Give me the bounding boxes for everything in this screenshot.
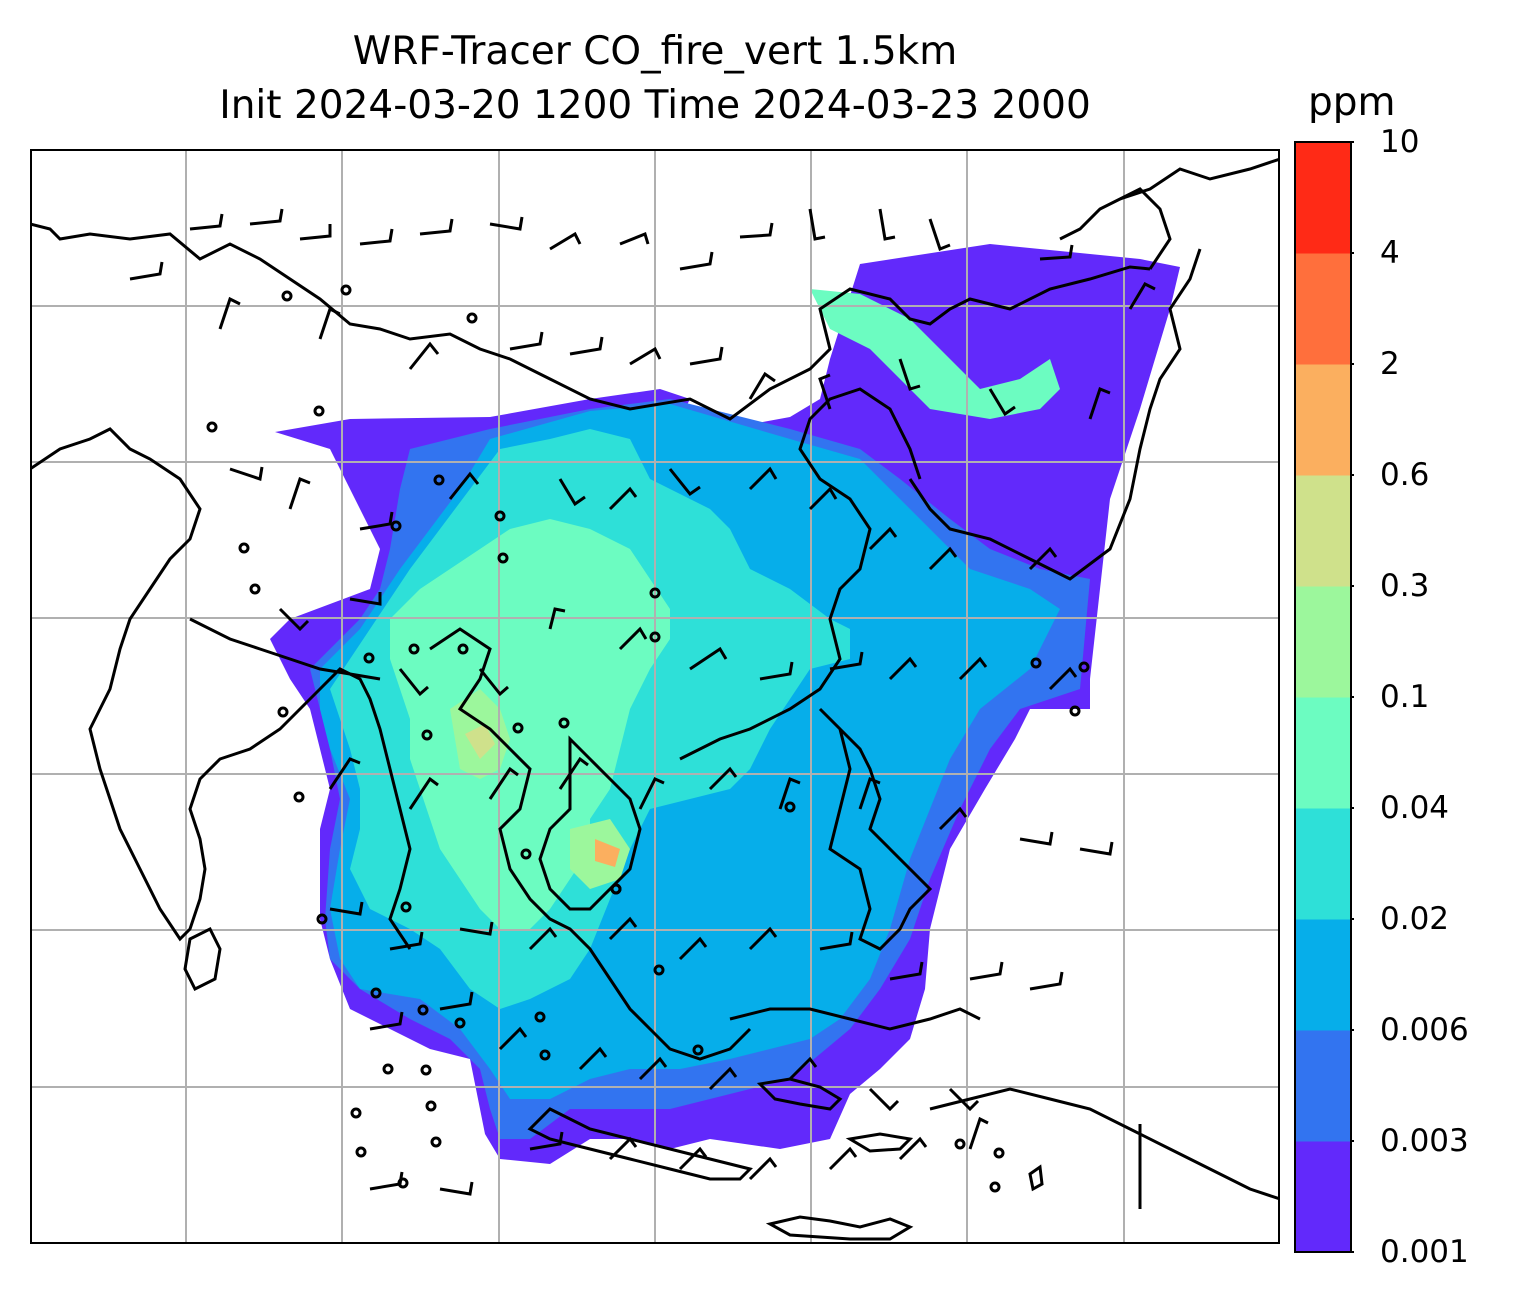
colorbar-band: [1295, 586, 1351, 698]
field-level-7: [465, 724, 495, 759]
colorbar-tick-label: 0.6: [1380, 457, 1430, 493]
colorbar-tick-label: 0.001: [1380, 1234, 1469, 1270]
tracer-field: [270, 244, 1180, 1164]
field-level-8: [595, 839, 620, 867]
colorbar-tick-label: 2: [1380, 346, 1400, 382]
colorbar-band: [1295, 919, 1351, 1031]
colorbar-tick-label: 0.003: [1380, 1123, 1469, 1159]
colorbar-tick-label: 0.1: [1380, 679, 1430, 715]
colorbar-tick-label: 0.04: [1380, 790, 1450, 826]
colorbar-unit-label: ppm: [1308, 80, 1396, 125]
graticule: [30, 149, 1280, 1244]
map-title-line1: WRF-Tracer CO_fire_vert 1.5km: [352, 29, 958, 74]
map-title-line2: Init 2024-03-20 1200 Time 2024-03-23 200…: [219, 83, 1091, 128]
colorbar-tick-label: 4: [1380, 235, 1400, 271]
colorbar-band: [1295, 142, 1351, 254]
field-level-5: [390, 519, 670, 929]
colorbar: [1294, 141, 1354, 1253]
calm-markers: [206, 284, 1090, 1193]
map-panel: [30, 149, 1280, 1244]
colorbar-tick-label: 0.006: [1380, 1012, 1469, 1048]
colorbar-band: [1295, 253, 1351, 365]
colorbar-band: [1295, 808, 1351, 920]
colorbar-band: [1295, 697, 1351, 809]
colorbar-band: [1295, 364, 1351, 476]
colorbar-band: [1295, 1030, 1351, 1142]
colorbar-tick-label: 0.3: [1380, 568, 1430, 604]
field-ne-plume: [810, 289, 1060, 419]
colorbar-tick-label: 10: [1380, 124, 1420, 160]
colorbar-band: [1295, 1141, 1351, 1253]
colorbar-tick-label: 0.02: [1380, 901, 1450, 937]
map-frame: [30, 149, 1280, 1244]
colorbar-band: [1295, 475, 1351, 587]
wind-barbs: [129, 208, 1156, 1196]
coastlines: [30, 157, 1280, 1241]
